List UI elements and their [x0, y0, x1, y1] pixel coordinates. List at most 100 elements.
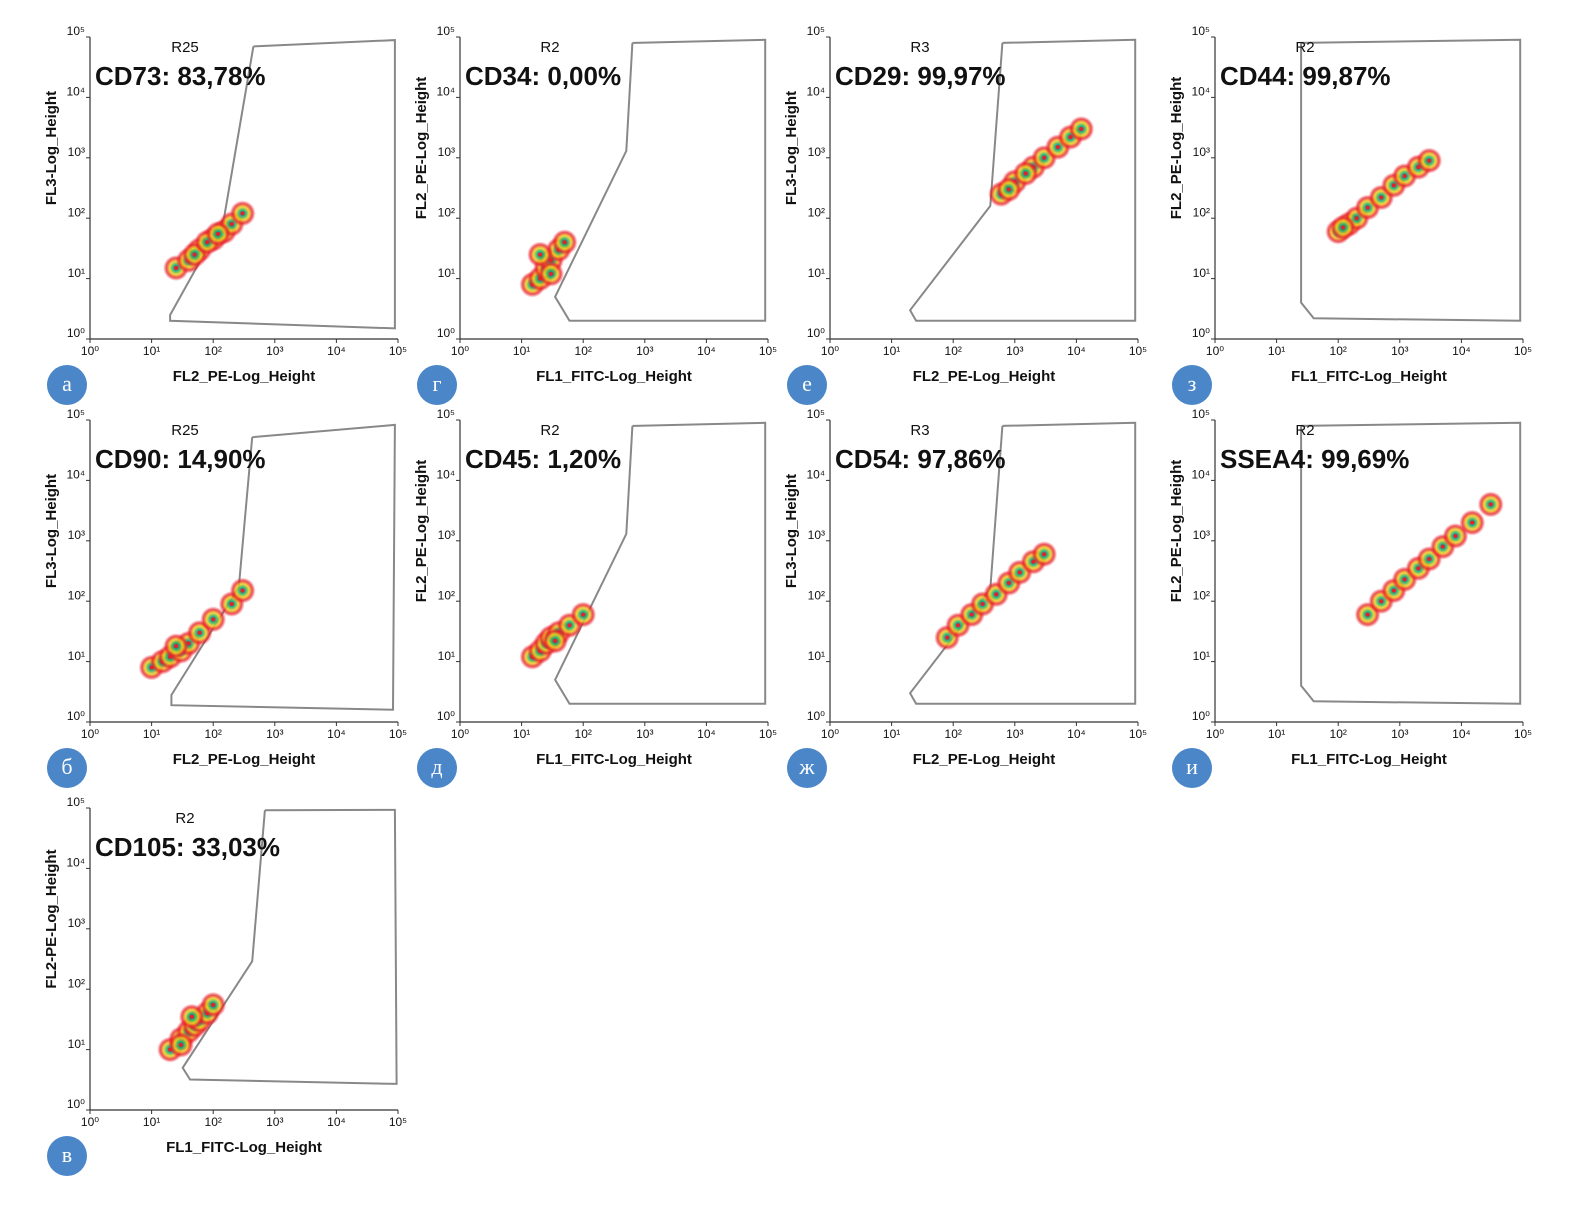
event-dot [1042, 552, 1047, 557]
panel-label: б [61, 754, 72, 779]
gate-label: R2 [540, 422, 559, 439]
event-dot [211, 617, 216, 622]
panel-label: е [802, 371, 812, 396]
y-tick-label: 10⁰ [1192, 326, 1210, 340]
panel: 10⁰ 10¹ 10² 10³ 10⁴ 10⁵ 10⁰ 10¹ 10² 10³ 10⁴ 10⁵ FL2_… [783, 407, 1147, 788]
panel-label: д [431, 754, 442, 779]
y-tick-label: 10⁰ [807, 709, 825, 723]
panel-label: и [1186, 754, 1198, 779]
gate [1300, 421, 1522, 705]
x-tick-label: 10⁴ [697, 727, 716, 741]
panel-label: ж [798, 754, 815, 779]
annotation: CD34: 0,00% [465, 61, 621, 91]
x-tick-label: 10⁰ [821, 344, 839, 358]
panel-badge [1172, 748, 1212, 788]
event-dot [178, 1042, 183, 1047]
event-dot [1379, 195, 1384, 200]
gate-label: R2 [1295, 39, 1314, 56]
panel: 10⁰ 10¹ 10² 10³ 10⁴ 10⁵ 10⁰ 10¹ 10² 10³ 10⁴ 10⁵ FL1_… [1168, 24, 1532, 405]
event-dot [538, 252, 543, 257]
x-tick-label: 10⁴ [327, 344, 346, 358]
gate-label: R2 [1295, 422, 1314, 439]
event-dot [229, 601, 234, 606]
gate [553, 421, 767, 705]
gate-label: R25 [171, 39, 199, 56]
panel-badge [1172, 365, 1212, 405]
panel: 10⁰ 10¹ 10² 10³ 10⁴ 10⁵ 10⁰ 10¹ 10² 10³ 10⁴ 10⁵ FL2_… [43, 24, 407, 405]
gate [181, 808, 398, 1085]
y-tick-label: 10⁰ [1192, 709, 1210, 723]
x-tick-label: 10⁴ [697, 344, 716, 358]
x-tick-label: 10¹ [1268, 727, 1285, 741]
x-tick-label: 10⁰ [451, 344, 469, 358]
annotation: SSEA4: 99,69% [1220, 444, 1409, 474]
event-dot [1079, 126, 1084, 131]
panel-badge [47, 1136, 87, 1176]
event-dot [1440, 544, 1445, 549]
y-tick-label: 10¹ [68, 1037, 85, 1051]
y-tick-label: 10² [68, 205, 85, 219]
y-tick-label: 10¹ [438, 649, 455, 663]
x-tick-label: 10² [205, 1115, 222, 1129]
panel: 10⁰ 10¹ 10² 10³ 10⁴ 10⁵ 10⁰ 10¹ 10² 10³ 10⁴ 10⁵ FL2_… [783, 24, 1147, 405]
x-tick-label: 10² [205, 344, 222, 358]
event-dot [240, 588, 245, 593]
annotation: CD45: 1,20% [465, 444, 621, 474]
gate-label: R25 [171, 422, 199, 439]
x-tick-label: 10¹ [143, 727, 160, 741]
x-tick-label: 10⁴ [1067, 344, 1086, 358]
y-tick-label: 10¹ [438, 266, 455, 280]
x-axis-label: FL2_PE-Log_Height [913, 368, 1056, 385]
x-tick-label: 10⁰ [81, 344, 99, 358]
event-dot [548, 271, 553, 276]
panel-label: в [62, 1142, 72, 1167]
event-dot [567, 623, 572, 628]
annotation: CD73: 83,78% [95, 61, 266, 91]
x-tick-label: 10⁵ [1514, 344, 1532, 358]
panel: 10⁰ 10¹ 10² 10³ 10⁴ 10⁵ 10⁰ 10¹ 10² 10³ 10⁴ 10⁵ FL1_… [43, 795, 407, 1176]
y-tick-label: 10⁵ [67, 407, 85, 421]
x-tick-label: 10¹ [883, 344, 900, 358]
event-dot [211, 1002, 216, 1007]
x-tick-label: 10² [205, 727, 222, 741]
x-tick-label: 10³ [1391, 344, 1408, 358]
x-tick-label: 10⁵ [759, 344, 777, 358]
y-tick-label: 10⁰ [437, 326, 455, 340]
x-tick-label: 10⁰ [81, 1115, 99, 1129]
y-tick-label: 10⁴ [806, 85, 825, 99]
event-dot [1055, 145, 1060, 150]
y-tick-label: 10¹ [68, 649, 85, 663]
x-tick-label: 10⁵ [1129, 344, 1147, 358]
x-axis-label: FL1_FITC-Log_Height [166, 1139, 322, 1156]
panel-badge [47, 748, 87, 788]
event-dot [1402, 173, 1407, 178]
x-tick-label: 10⁵ [389, 344, 407, 358]
y-tick-label: 10³ [1193, 528, 1210, 542]
x-tick-label: 10² [1330, 344, 1347, 358]
x-tick-label: 10¹ [883, 727, 900, 741]
x-tick-label: 10⁵ [759, 727, 777, 741]
x-tick-label: 10¹ [513, 344, 530, 358]
x-tick-label: 10³ [1006, 727, 1023, 741]
event-dot [1453, 534, 1458, 539]
x-tick-label: 10¹ [143, 1115, 160, 1129]
x-tick-label: 10⁰ [81, 727, 99, 741]
annotation: CD29: 99,97% [835, 61, 1006, 91]
y-tick-label: 10³ [68, 145, 85, 159]
event-dot [562, 240, 567, 245]
y-tick-label: 10¹ [808, 649, 825, 663]
gate [908, 38, 1137, 322]
y-tick-label: 10¹ [68, 266, 85, 280]
event-dot [174, 644, 179, 649]
event-dot [197, 630, 202, 635]
y-axis-label: FL3-Log_Height [783, 91, 800, 205]
x-tick-label: 10³ [636, 344, 653, 358]
x-tick-label: 10³ [1006, 344, 1023, 358]
y-tick-label: 10⁰ [67, 1097, 85, 1111]
event-dot [1023, 171, 1028, 176]
y-tick-label: 10² [68, 588, 85, 602]
event-dot [1354, 216, 1359, 221]
y-tick-label: 10⁴ [436, 85, 455, 99]
y-axis-label: FL3-Log_Height [783, 474, 800, 588]
